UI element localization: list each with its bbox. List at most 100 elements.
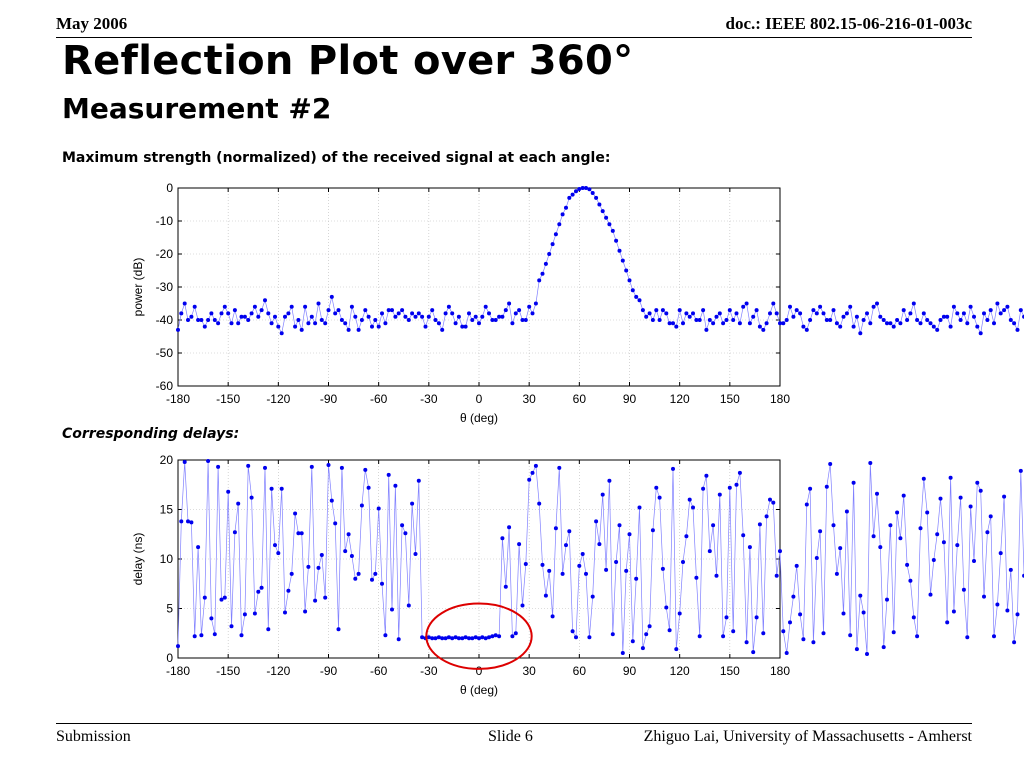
data-point — [768, 497, 772, 502]
data-point — [376, 324, 381, 329]
data-point — [373, 571, 378, 576]
data-point — [711, 321, 716, 326]
data-point — [383, 633, 388, 638]
data-point — [594, 519, 599, 524]
data-point — [1002, 494, 1007, 499]
x-tick-label: -60 — [370, 392, 388, 406]
data-point — [446, 635, 451, 640]
y-tick-label: 15 — [160, 503, 174, 517]
data-point — [433, 636, 438, 641]
data-point — [209, 311, 214, 316]
data-point — [1018, 468, 1023, 473]
plot-delay: -180 -150 -120 -90 -60 -30 0 30 60 90 120 150 180201… — [131, 453, 1024, 697]
data-point — [875, 491, 879, 496]
data-point — [834, 321, 839, 326]
data-point — [597, 202, 602, 207]
data-point — [252, 304, 257, 309]
data-point — [537, 501, 542, 506]
data-point — [446, 304, 451, 309]
data-point — [239, 633, 244, 638]
y-tick-label: -50 — [156, 346, 174, 360]
data-point — [731, 629, 736, 634]
data-point — [443, 311, 448, 316]
data-point — [754, 615, 759, 620]
data-point — [189, 520, 194, 525]
data-point — [982, 594, 986, 599]
data-point — [323, 595, 328, 600]
data-point — [380, 581, 384, 586]
data-point — [878, 545, 883, 550]
data-point — [757, 522, 762, 527]
data-point — [530, 470, 535, 475]
data-point — [647, 624, 652, 629]
data-point — [1015, 612, 1020, 617]
data-point — [684, 534, 689, 539]
data-point — [657, 318, 662, 322]
data-point — [1012, 321, 1017, 326]
data-point — [838, 546, 843, 551]
data-point — [801, 324, 806, 329]
data-point — [523, 562, 528, 566]
x-tick-label: -150 — [216, 392, 240, 406]
data-point — [594, 195, 599, 200]
data-point — [216, 464, 221, 469]
data-point — [490, 318, 495, 322]
data-point — [242, 314, 247, 319]
data-point — [921, 311, 926, 316]
data-point — [303, 609, 308, 614]
x-tick-label: 90 — [623, 392, 637, 406]
data-point — [202, 324, 207, 329]
highlight-ellipse — [425, 602, 533, 670]
x-tick-label: 60 — [573, 664, 587, 678]
data-point — [510, 634, 515, 639]
x-tick-label: -60 — [370, 664, 388, 678]
data-point — [858, 331, 863, 336]
data-point — [898, 321, 903, 326]
data-point — [811, 640, 816, 645]
data-point — [493, 633, 498, 638]
data-point — [202, 595, 207, 600]
data-point — [483, 636, 488, 641]
data-point — [965, 635, 970, 640]
footer-rule — [56, 723, 972, 724]
data-point — [851, 480, 856, 485]
data-point — [747, 321, 752, 326]
header-doc-id: doc.: IEEE 802.15-06-216-01-003c — [725, 14, 972, 33]
data-point — [634, 576, 639, 581]
data-point — [1005, 608, 1010, 613]
data-point — [179, 311, 184, 316]
data-point — [650, 318, 655, 322]
data-point — [363, 467, 368, 472]
data-point — [791, 594, 796, 599]
data-point — [931, 324, 936, 329]
data-point — [413, 314, 418, 319]
data-point — [844, 311, 849, 316]
x-tick-label: 0 — [476, 392, 483, 406]
data-point — [630, 639, 635, 644]
data-point — [804, 327, 809, 332]
data-point — [848, 633, 853, 638]
data-point — [266, 627, 271, 632]
data-point — [430, 636, 435, 641]
data-point — [941, 314, 946, 319]
data-point — [1005, 304, 1010, 309]
data-point — [915, 318, 920, 322]
data-point — [319, 553, 324, 557]
data-point — [841, 314, 846, 319]
data-point — [935, 327, 940, 332]
data-point — [687, 497, 692, 502]
data-point — [359, 318, 364, 322]
data-point — [734, 482, 739, 487]
data-point — [644, 632, 649, 637]
data-point — [814, 311, 819, 316]
data-point — [507, 301, 512, 306]
data-point — [821, 311, 826, 316]
data-point — [273, 314, 277, 319]
data-point — [868, 321, 873, 326]
data-point — [500, 314, 505, 319]
data-point — [497, 634, 502, 639]
data-point — [370, 324, 374, 329]
x-tick-label: 120 — [670, 392, 690, 406]
data-point — [714, 573, 719, 578]
data-point — [701, 486, 706, 491]
